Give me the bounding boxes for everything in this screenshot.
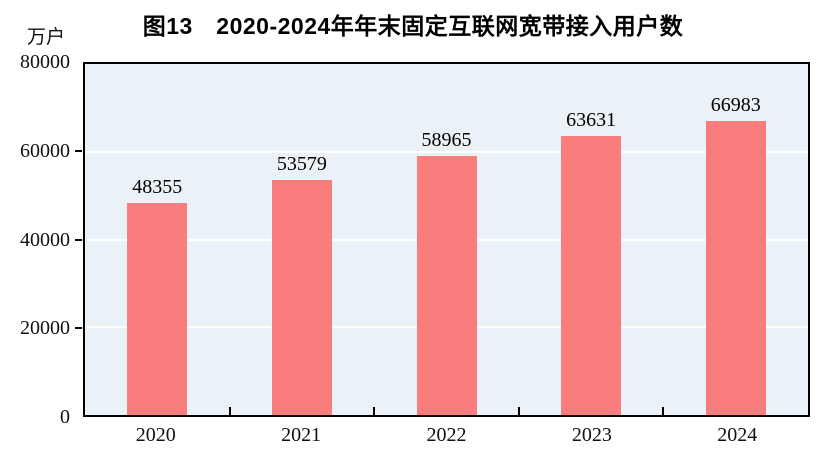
grid-line bbox=[85, 150, 808, 153]
x-tick-label: 2024 bbox=[717, 424, 758, 446]
plot-area: 48355 53579 58965 63631 66983 bbox=[83, 62, 810, 417]
y-tick-label: 40000 bbox=[20, 228, 70, 251]
bar bbox=[127, 202, 188, 415]
bar bbox=[416, 156, 477, 415]
x-tick-label: 2022 bbox=[426, 424, 467, 446]
y-axis-ticks bbox=[75, 62, 82, 417]
y-axis-unit-label: 万户 bbox=[27, 27, 66, 48]
y-tick-label: 0 bbox=[60, 406, 70, 428]
bar-value-label: 53579 bbox=[276, 152, 327, 175]
x-axis-labels: 2020 2021 2022 2023 2024 bbox=[83, 425, 810, 449]
x-axis-tick bbox=[373, 407, 376, 415]
x-axis-tick bbox=[228, 407, 231, 415]
x-tick-label: 2020 bbox=[135, 424, 176, 446]
x-axis-tick bbox=[517, 407, 520, 415]
y-axis-tick bbox=[75, 327, 82, 330]
y-axis-tick bbox=[75, 238, 82, 241]
y-axis-labels: 0 20000 40000 60000 80000 bbox=[0, 52, 70, 427]
y-axis-tick bbox=[75, 149, 82, 152]
bar-value-label: 66983 bbox=[710, 94, 761, 117]
chart-title: 图13 2020-2024年年末固定互联网宽带接入用户数 bbox=[142, 13, 684, 39]
x-tick-label: 2021 bbox=[281, 424, 322, 446]
bar bbox=[705, 121, 766, 415]
bar-value-label: 58965 bbox=[421, 129, 472, 152]
bar bbox=[271, 179, 332, 415]
bar bbox=[561, 135, 622, 415]
bar-value-label: 48355 bbox=[132, 175, 183, 198]
y-tick-label: 60000 bbox=[20, 139, 70, 162]
y-tick-label: 80000 bbox=[20, 51, 70, 73]
x-tick-label: 2023 bbox=[571, 424, 612, 446]
x-axis-tick bbox=[662, 407, 665, 415]
y-tick-label: 20000 bbox=[20, 317, 70, 340]
bar-value-label: 63631 bbox=[566, 108, 617, 131]
